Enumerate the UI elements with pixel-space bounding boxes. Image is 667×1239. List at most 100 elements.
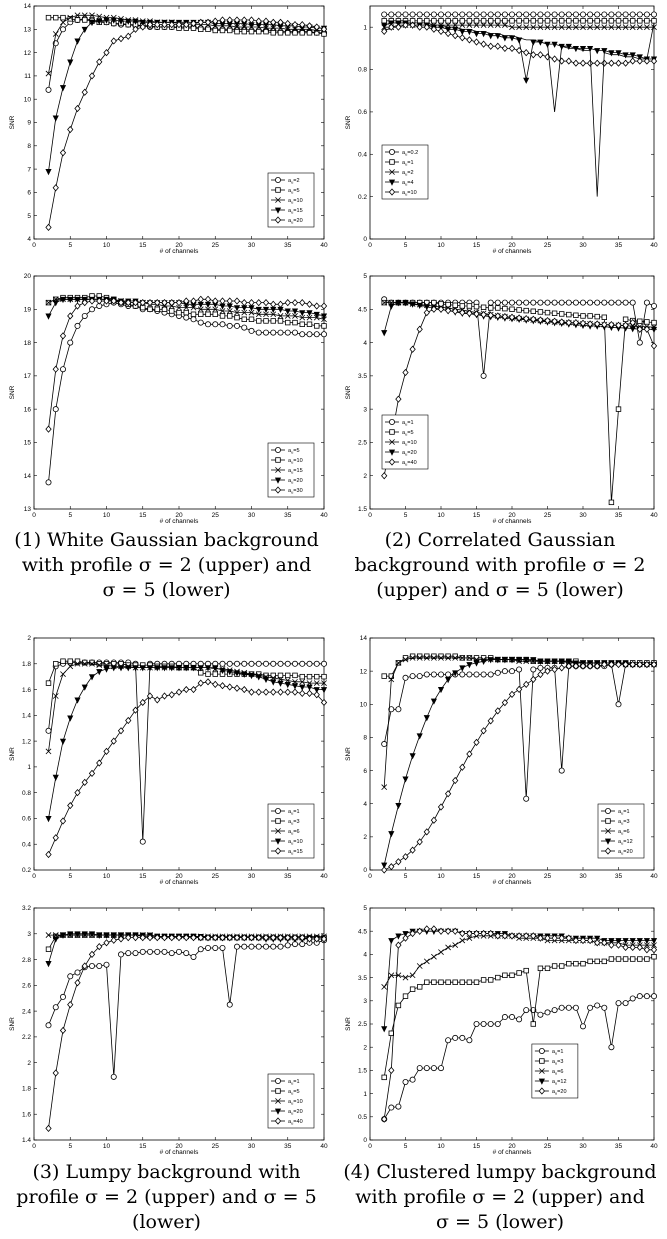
data-point xyxy=(502,972,508,978)
legend-marker xyxy=(275,187,281,193)
data-point xyxy=(501,1014,508,1021)
data-point xyxy=(59,817,67,825)
data-point xyxy=(559,963,565,969)
data-point xyxy=(622,24,629,31)
data-point xyxy=(580,1023,587,1030)
data-point xyxy=(219,308,226,314)
y-tick-label: 4 xyxy=(363,801,367,808)
y-tick-label: 14 xyxy=(24,473,32,480)
x-tick-label: 35 xyxy=(615,512,623,519)
x-tick-label: 25 xyxy=(212,242,220,249)
x-tick-label: 10 xyxy=(437,512,445,519)
data-point xyxy=(409,929,416,938)
data-point xyxy=(630,956,636,962)
data-point xyxy=(321,323,327,329)
data-point xyxy=(395,300,402,307)
data-point xyxy=(629,52,636,59)
data-point xyxy=(52,1004,59,1011)
data-point xyxy=(263,311,269,318)
data-point xyxy=(226,669,233,676)
data-point xyxy=(256,318,262,324)
data-point xyxy=(74,969,81,976)
data-point xyxy=(416,673,423,680)
data-point xyxy=(544,658,551,665)
data-point xyxy=(452,670,459,677)
data-point xyxy=(615,59,622,67)
data-point xyxy=(459,655,466,661)
data-point xyxy=(154,934,161,942)
x-tick-label: 10 xyxy=(103,242,111,249)
data-point xyxy=(212,934,219,942)
data-point xyxy=(566,311,572,318)
data-point xyxy=(277,943,284,950)
data-point xyxy=(299,689,306,698)
data-point xyxy=(416,23,423,31)
data-point xyxy=(241,299,248,307)
y-tick-label: 14 xyxy=(24,3,32,10)
data-point xyxy=(299,299,306,307)
data-point xyxy=(601,320,608,329)
legend-marker xyxy=(388,148,395,155)
data-point xyxy=(579,662,587,670)
data-point xyxy=(416,11,423,18)
data-point xyxy=(320,660,327,667)
data-point xyxy=(459,929,466,938)
data-point xyxy=(551,665,558,674)
legend-label: au=20 xyxy=(288,218,303,225)
data-point xyxy=(622,938,629,945)
legend-label: au=5 xyxy=(288,448,300,455)
data-point xyxy=(277,680,284,687)
data-point xyxy=(480,727,487,735)
data-point xyxy=(212,680,219,689)
data-point xyxy=(565,11,572,18)
data-point xyxy=(587,45,594,53)
data-point xyxy=(572,11,579,18)
data-point xyxy=(45,680,52,686)
data-point xyxy=(551,658,558,665)
legend-label: au=6 xyxy=(288,829,300,836)
data-point xyxy=(270,318,276,324)
series-line xyxy=(384,22,655,197)
data-point xyxy=(508,690,516,698)
x-tick-label: 35 xyxy=(284,873,292,880)
data-point xyxy=(161,299,168,307)
legend-marker xyxy=(604,838,612,845)
data-point xyxy=(190,953,197,960)
data-point xyxy=(395,659,402,666)
legend-marker xyxy=(388,458,396,466)
data-point xyxy=(139,698,146,707)
data-point xyxy=(168,21,175,29)
data-point xyxy=(299,673,305,680)
legend-marker xyxy=(605,818,611,824)
data-point xyxy=(132,299,139,307)
y-tick-label: 1.6 xyxy=(22,687,31,694)
data-point xyxy=(416,325,423,333)
data-point xyxy=(388,676,395,683)
caption-3-line-1: (3) Lumpy background with xyxy=(32,1161,301,1183)
data-point xyxy=(473,1021,480,1028)
data-point xyxy=(636,339,643,346)
data-point xyxy=(381,983,388,990)
data-point xyxy=(622,660,629,669)
legend-label: au=10 xyxy=(288,839,303,846)
x-tick-label: 0 xyxy=(32,512,36,519)
data-point xyxy=(509,24,515,31)
data-point xyxy=(423,715,430,722)
data-point xyxy=(204,321,211,328)
legend-marker xyxy=(274,216,282,224)
data-point xyxy=(594,11,601,18)
data-point xyxy=(495,18,501,24)
data-point xyxy=(637,18,643,24)
data-point xyxy=(601,299,608,306)
data-point xyxy=(88,931,96,938)
data-point xyxy=(544,667,551,675)
data-point xyxy=(537,965,544,972)
data-point xyxy=(255,934,262,942)
data-point xyxy=(198,311,204,317)
data-point xyxy=(197,18,204,26)
data-point xyxy=(284,682,291,689)
data-point xyxy=(45,86,52,93)
data-point xyxy=(388,706,395,713)
data-point xyxy=(423,655,430,661)
data-point xyxy=(241,685,248,694)
